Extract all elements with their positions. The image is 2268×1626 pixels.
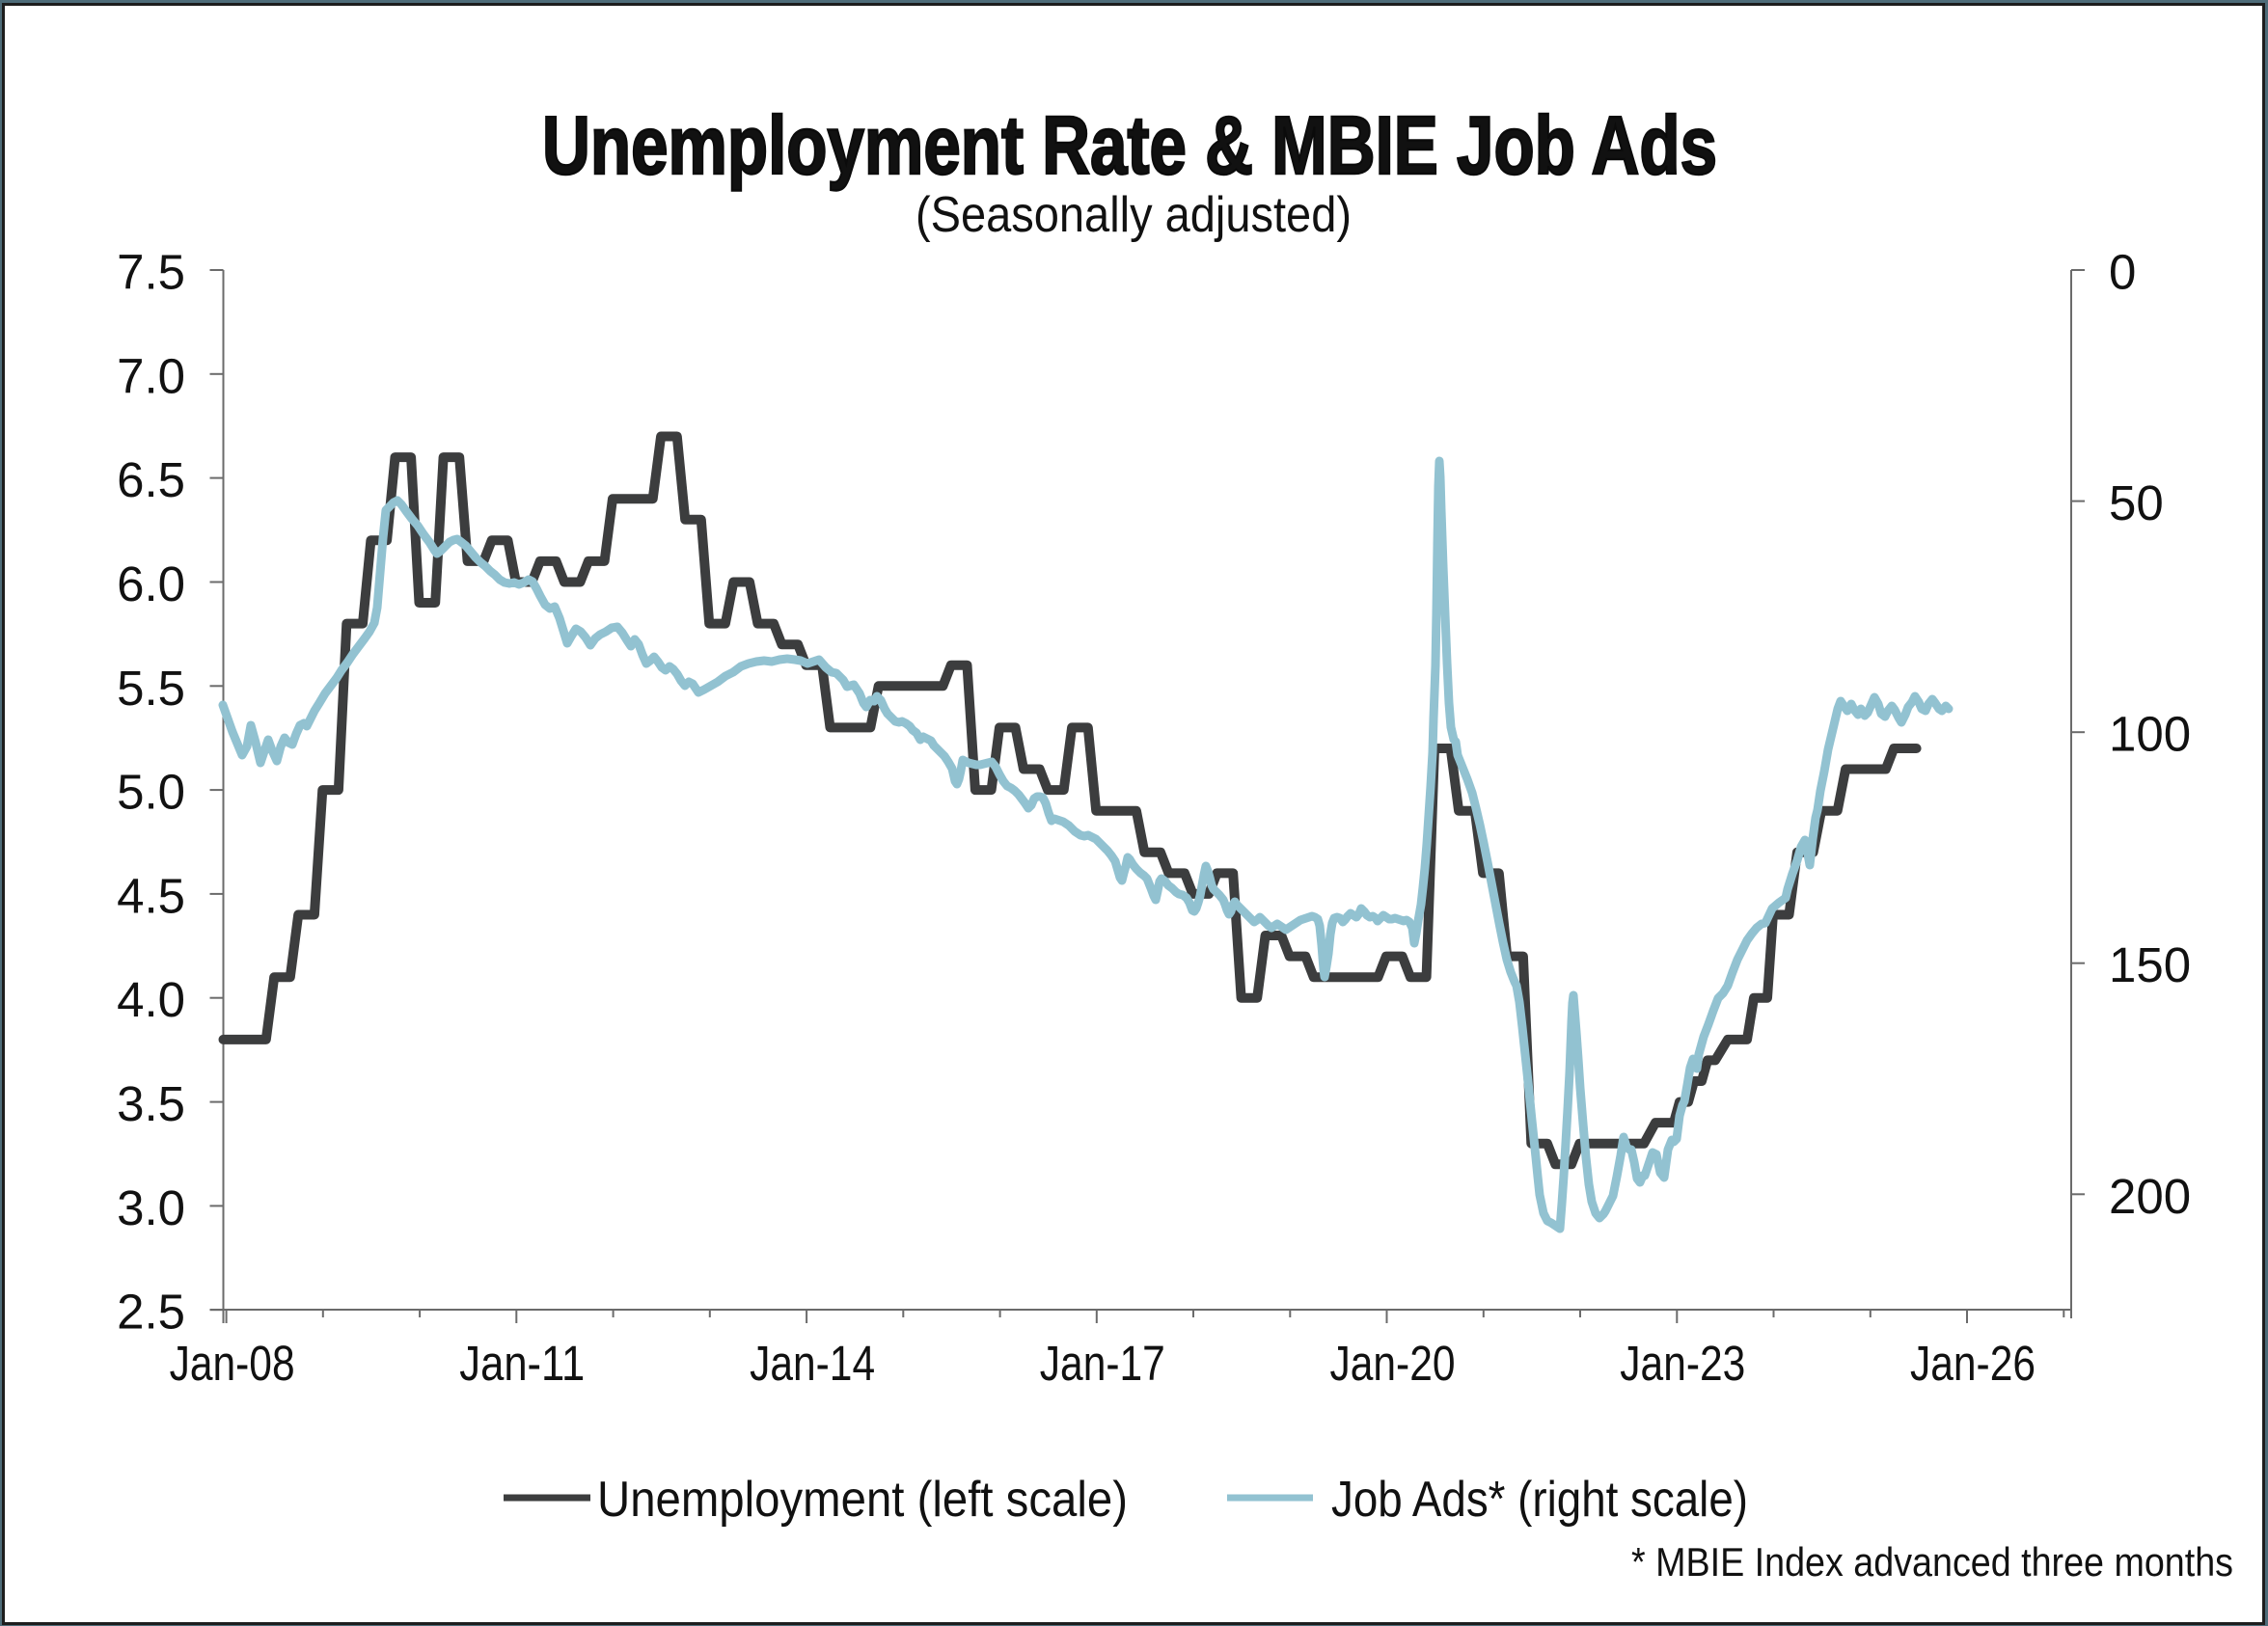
svg-text:150: 150 xyxy=(2109,937,2191,992)
svg-text:0: 0 xyxy=(2109,245,2136,300)
svg-text:6.5: 6.5 xyxy=(117,452,185,507)
svg-text:Jan-23: Jan-23 xyxy=(1620,1336,1745,1391)
svg-text:Jan-20: Jan-20 xyxy=(1330,1336,1456,1391)
svg-text:Jan-11: Jan-11 xyxy=(459,1336,585,1391)
svg-text:5.5: 5.5 xyxy=(117,661,185,716)
svg-text:7.5: 7.5 xyxy=(117,245,185,300)
svg-text:4.0: 4.0 xyxy=(117,972,185,1027)
svg-text:50: 50 xyxy=(2109,475,2164,530)
svg-text:200: 200 xyxy=(2109,1169,2191,1224)
svg-text:3.0: 3.0 xyxy=(117,1180,185,1235)
svg-text:2.5: 2.5 xyxy=(117,1285,185,1340)
svg-text:4.5: 4.5 xyxy=(117,868,185,923)
svg-text:5.0: 5.0 xyxy=(117,765,185,820)
svg-text:Jan-26: Jan-26 xyxy=(1910,1336,2036,1391)
svg-text:6.0: 6.0 xyxy=(117,556,185,611)
svg-text:* MBIE Index advanced three mo: * MBIE Index advanced three months xyxy=(1631,1539,2233,1585)
svg-text:Jan-08: Jan-08 xyxy=(170,1336,295,1391)
svg-text:3.5: 3.5 xyxy=(117,1076,185,1131)
svg-text:Jan-14: Jan-14 xyxy=(750,1336,875,1391)
svg-text:100: 100 xyxy=(2109,707,2191,762)
svg-text:Job Ads* (right scale): Job Ads* (right scale) xyxy=(1331,1472,1748,1528)
svg-text:Unemployment Rate & MBIE Job A: Unemployment Rate & MBIE Job Ads xyxy=(542,100,1717,192)
svg-text:7.0: 7.0 xyxy=(117,348,185,403)
svg-text:Jan-17: Jan-17 xyxy=(1040,1336,1165,1391)
svg-text:(Seasonally adjusted): (Seasonally adjusted) xyxy=(915,187,1352,243)
svg-text:Unemployment (left scale): Unemployment (left scale) xyxy=(597,1472,1128,1528)
